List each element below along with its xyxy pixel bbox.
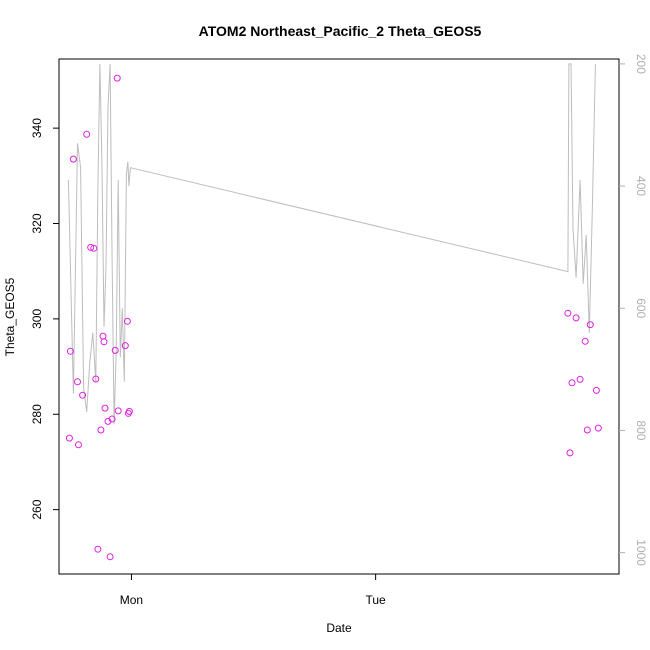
data-point <box>99 332 107 340</box>
x-axis: Mon Tue <box>120 574 386 607</box>
data-point <box>87 243 95 251</box>
data-point <box>568 379 576 387</box>
data-point <box>90 244 98 252</box>
data-point <box>111 346 119 354</box>
y2-tick-label: 200 <box>634 54 648 74</box>
data-point <box>594 424 602 432</box>
data-point <box>564 309 572 317</box>
data-point <box>566 449 574 457</box>
data-point <box>113 74 121 82</box>
data-point <box>83 130 91 138</box>
x-tick-label: Tue <box>366 593 387 607</box>
data-point <box>114 407 122 415</box>
x-tick-label: Mon <box>120 593 143 607</box>
data-point <box>65 434 73 442</box>
plot-area <box>58 58 620 575</box>
y-axis-label: Theta_GEOS5 <box>3 277 17 356</box>
y-tick-label: 340 <box>30 118 44 138</box>
y2-tick-label: 1000 <box>634 539 648 566</box>
y-tick-label: 260 <box>30 499 44 519</box>
data-point <box>581 337 589 345</box>
y-tick-label: 300 <box>30 309 44 329</box>
data-point <box>125 407 133 415</box>
chart-title: ATOM2 Northeast_Pacific_2 Theta_GEOS5 <box>199 23 482 39</box>
data-point <box>97 426 105 434</box>
y-axis-left: 260 280 300 320 340 <box>30 118 59 520</box>
y-tick-label: 320 <box>30 213 44 233</box>
data-point <box>106 553 114 561</box>
data-point <box>123 317 131 325</box>
data-point <box>583 426 591 434</box>
y-axis-right: 200 400 600 800 1000 <box>619 54 648 566</box>
data-point <box>121 342 129 350</box>
series-line <box>67 63 596 425</box>
data-point <box>75 441 82 449</box>
y2-tick-label: 400 <box>634 176 648 196</box>
data-point <box>79 391 87 399</box>
data-point <box>101 404 109 412</box>
data-point <box>100 338 108 346</box>
data-point <box>576 375 584 383</box>
data-point <box>94 545 102 553</box>
y-tick-label: 280 <box>30 404 44 424</box>
data-point <box>572 314 580 322</box>
data-point <box>108 415 116 423</box>
y2-tick-label: 800 <box>634 420 648 440</box>
data-point <box>92 375 100 383</box>
data-point <box>69 155 77 163</box>
data-point <box>66 347 74 355</box>
data-point <box>592 386 600 394</box>
data-point <box>74 378 81 386</box>
data-point <box>586 321 594 329</box>
x-axis-label: Date <box>326 621 352 635</box>
y2-tick-label: 600 <box>634 298 648 318</box>
